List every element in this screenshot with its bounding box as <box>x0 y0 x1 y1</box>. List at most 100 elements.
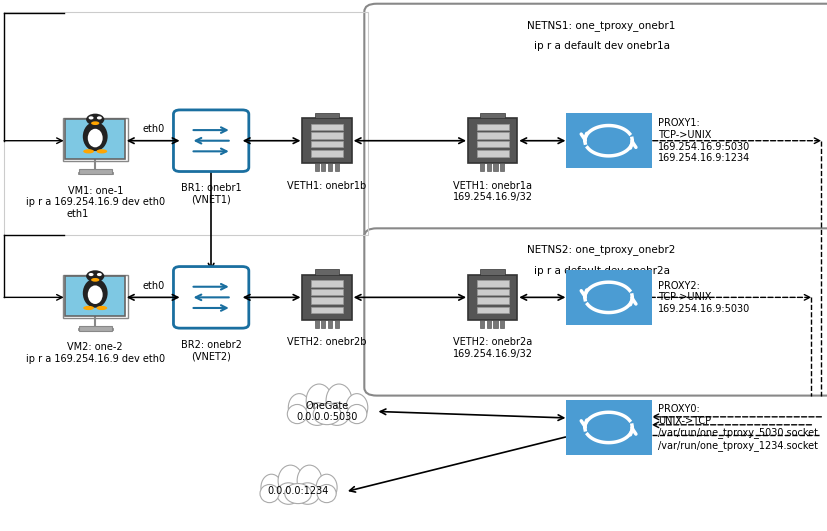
Bar <box>310 150 342 157</box>
Ellipse shape <box>88 129 103 148</box>
Bar <box>565 400 651 455</box>
Text: eth1: eth1 <box>66 209 88 219</box>
Ellipse shape <box>88 286 103 304</box>
Ellipse shape <box>297 465 322 496</box>
Ellipse shape <box>324 402 349 425</box>
Ellipse shape <box>86 114 104 125</box>
Bar <box>321 164 325 171</box>
Text: eth0: eth0 <box>142 124 164 134</box>
Bar <box>310 289 342 295</box>
Text: BR2: onebr2
(VNET2): BR2: onebr2 (VNET2) <box>180 340 241 362</box>
Text: 0.0.0.0:1234: 0.0.0.0:1234 <box>267 486 328 496</box>
Ellipse shape <box>306 384 332 417</box>
Ellipse shape <box>347 405 366 424</box>
Bar <box>486 320 490 328</box>
Text: VETH2: onebr2b: VETH2: onebr2b <box>287 337 366 347</box>
Bar <box>500 164 504 171</box>
Ellipse shape <box>83 122 108 151</box>
Bar <box>321 320 325 328</box>
Bar <box>476 289 508 295</box>
Bar <box>493 320 497 328</box>
Text: ip r a default dev onebr1a: ip r a default dev onebr1a <box>533 41 669 51</box>
Text: NETNS1: one_tproxy_onebr1: NETNS1: one_tproxy_onebr1 <box>527 20 675 31</box>
Ellipse shape <box>86 270 104 282</box>
Ellipse shape <box>313 404 341 425</box>
Bar <box>310 132 342 139</box>
Bar <box>302 118 351 164</box>
Bar <box>310 297 342 304</box>
Bar <box>476 297 508 304</box>
Ellipse shape <box>83 278 108 308</box>
Text: VETH2: onebr2a
169.254.16.9/32: VETH2: onebr2a 169.254.16.9/32 <box>452 337 532 359</box>
Ellipse shape <box>91 122 99 125</box>
Bar <box>480 320 484 328</box>
Text: VM1: one-1
ip r a 169.254.16.9 dev eth0: VM1: one-1 ip r a 169.254.16.9 dev eth0 <box>26 186 165 208</box>
Bar <box>480 270 504 275</box>
Bar <box>476 141 508 147</box>
Ellipse shape <box>287 405 307 424</box>
Bar <box>310 124 342 130</box>
FancyBboxPatch shape <box>174 110 248 172</box>
Text: NETNS2: one_tproxy_onebr2: NETNS2: one_tproxy_onebr2 <box>527 244 675 255</box>
Bar <box>314 320 318 328</box>
Bar <box>486 164 490 171</box>
Ellipse shape <box>326 384 351 417</box>
Ellipse shape <box>295 483 319 504</box>
Bar <box>480 113 504 118</box>
Bar <box>334 164 338 171</box>
Text: eth0: eth0 <box>142 281 164 291</box>
Bar <box>79 326 112 331</box>
Ellipse shape <box>91 278 99 281</box>
Ellipse shape <box>346 393 367 422</box>
Bar <box>476 150 508 157</box>
Bar <box>565 270 651 325</box>
Bar <box>310 307 342 313</box>
Bar <box>565 113 651 168</box>
Ellipse shape <box>261 474 281 501</box>
Bar <box>467 118 517 164</box>
FancyBboxPatch shape <box>174 267 248 328</box>
Text: PROXY2:
TCP->UNIX
169.254.16.9:5030: PROXY2: TCP->UNIX 169.254.16.9:5030 <box>657 281 749 314</box>
Bar <box>476 124 508 130</box>
Text: VETH1: onebr1b: VETH1: onebr1b <box>287 181 366 191</box>
Ellipse shape <box>284 484 311 503</box>
Bar <box>327 164 332 171</box>
Text: PROXY0:
UNIX->TCP
/var/run/one_tproxy_5030.socket
/var/run/one_tproxy_1234.socke: PROXY0: UNIX->TCP /var/run/one_tproxy_50… <box>657 404 817 451</box>
Bar <box>302 275 351 320</box>
Bar <box>467 275 517 320</box>
Ellipse shape <box>260 484 279 503</box>
Bar <box>334 320 338 328</box>
Ellipse shape <box>278 465 303 496</box>
Ellipse shape <box>97 273 102 276</box>
Text: BR1: onebr1
(VNET1): BR1: onebr1 (VNET1) <box>180 183 241 205</box>
Bar <box>327 320 332 328</box>
Ellipse shape <box>96 149 108 153</box>
Bar <box>79 169 112 174</box>
Ellipse shape <box>304 402 329 425</box>
Text: VM2: one-2
ip r a 169.254.16.9 dev eth0: VM2: one-2 ip r a 169.254.16.9 dev eth0 <box>26 342 165 364</box>
Ellipse shape <box>317 484 336 503</box>
FancyBboxPatch shape <box>364 4 827 243</box>
Bar <box>310 280 342 287</box>
Bar <box>476 132 508 139</box>
Ellipse shape <box>88 116 93 119</box>
Ellipse shape <box>288 393 310 422</box>
Ellipse shape <box>83 306 94 310</box>
Bar <box>480 164 484 171</box>
FancyBboxPatch shape <box>65 119 125 159</box>
Ellipse shape <box>83 149 94 153</box>
Bar <box>310 141 342 147</box>
FancyBboxPatch shape <box>65 276 125 316</box>
Text: PROXY1:
TCP->UNIX
169.254.16.9:5030
169.254.16.9:1234: PROXY1: TCP->UNIX 169.254.16.9:5030 169.… <box>657 118 749 163</box>
Bar <box>314 270 339 275</box>
FancyBboxPatch shape <box>364 228 827 396</box>
Bar <box>476 307 508 313</box>
Ellipse shape <box>316 474 337 501</box>
Bar <box>314 113 339 118</box>
Text: OneGate
0.0.0.0:5030: OneGate 0.0.0.0:5030 <box>296 401 357 422</box>
Bar <box>500 320 504 328</box>
Text: ip r a default dev onebr2a: ip r a default dev onebr2a <box>533 266 669 276</box>
Bar <box>493 164 497 171</box>
Ellipse shape <box>96 306 108 310</box>
Ellipse shape <box>276 483 300 504</box>
